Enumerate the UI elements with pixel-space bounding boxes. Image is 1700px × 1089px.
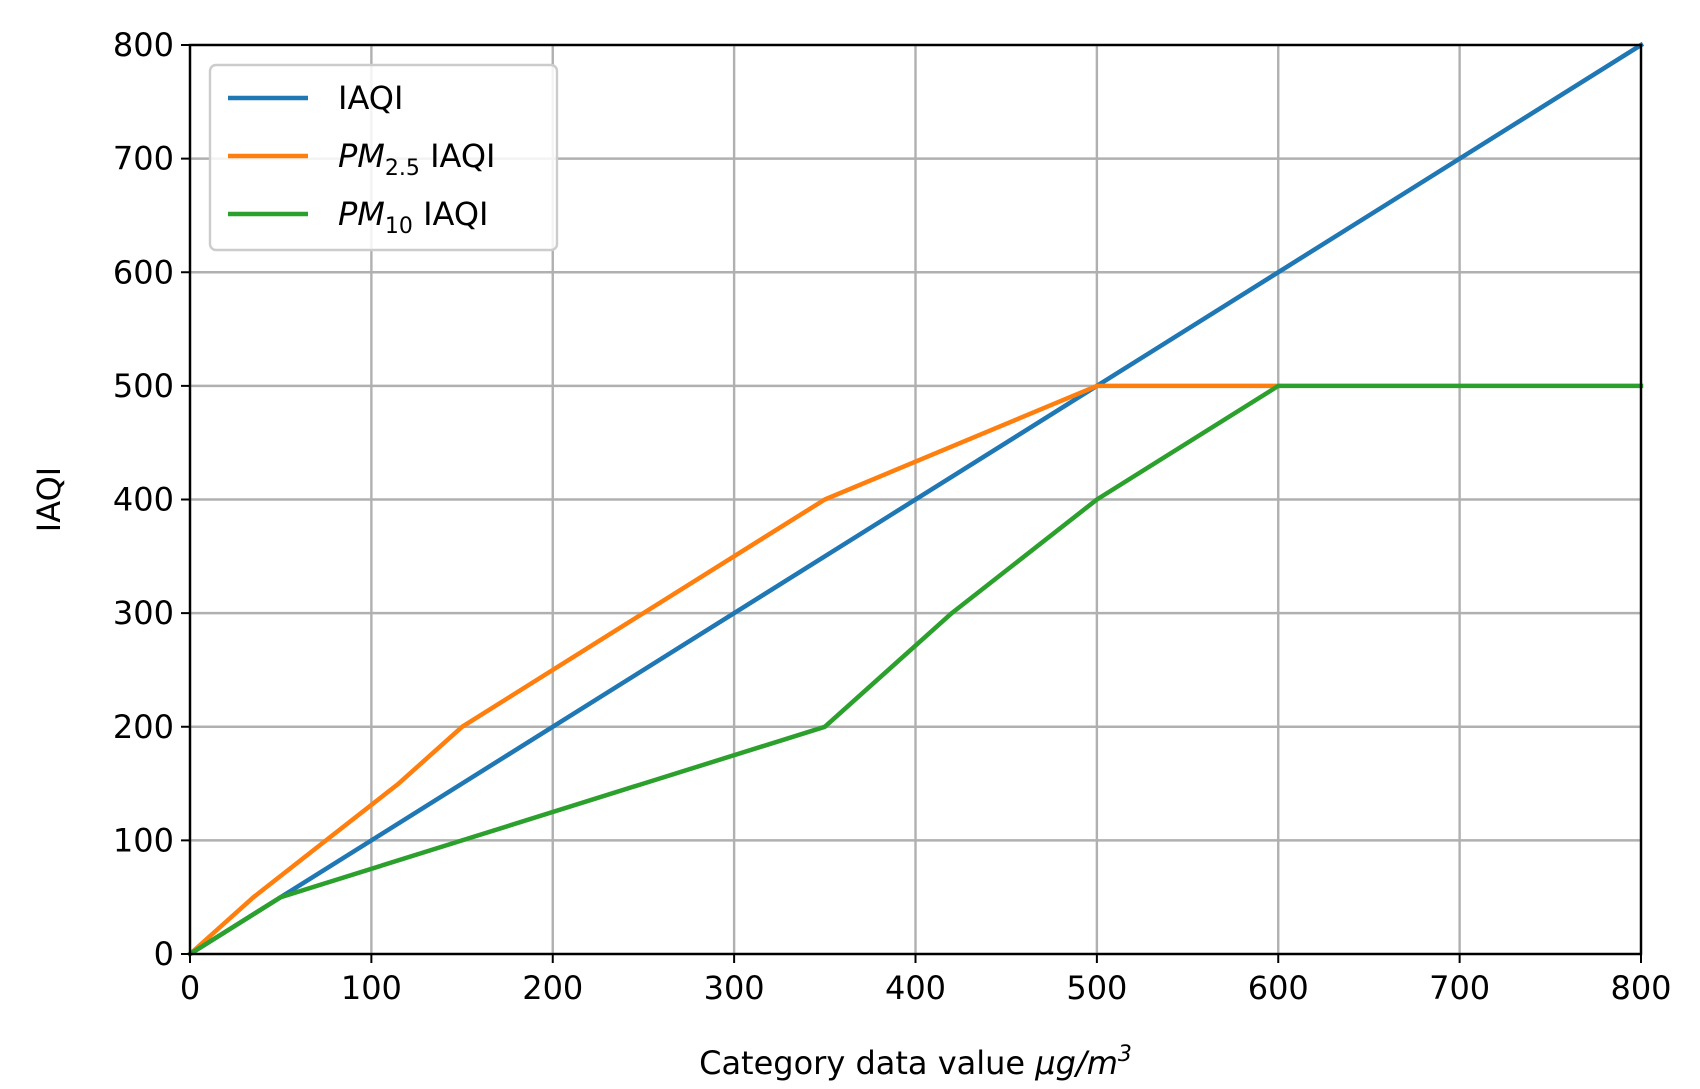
y-tick-label-2: 200 xyxy=(113,708,174,746)
series-line-0 xyxy=(186,41,1645,958)
legend-box xyxy=(208,63,559,252)
legend: IAQI PM2.5 IAQI PM10 IAQI xyxy=(208,63,559,252)
y-tick-label-6: 600 xyxy=(113,253,174,291)
axis-ticks: 0 100 200 300 400 500 600 700 800 0 100 200 300 400 50… xyxy=(113,26,1672,1007)
legend-label-2: PM10 IAQI xyxy=(338,195,488,239)
series-line-1 xyxy=(186,383,1281,958)
series-lines xyxy=(186,41,1645,958)
y-tick-label-8: 800 xyxy=(113,26,174,64)
y-tick-label-0: 0 xyxy=(154,935,174,973)
y-axis-label: IAQI xyxy=(30,467,68,532)
legend-label-0: IAQI xyxy=(338,79,403,117)
x-tick-label-5: 500 xyxy=(1066,969,1127,1007)
y-tick-label-4: 400 xyxy=(113,481,174,519)
x-tick-label-0: 0 xyxy=(180,969,200,1007)
y-tick-label-7: 700 xyxy=(113,140,174,178)
x-tick-label-7: 700 xyxy=(1429,969,1490,1007)
legend-label-1: PM2.5 IAQI xyxy=(338,137,495,181)
y-tick-label-5: 500 xyxy=(113,367,174,405)
series-line-2 xyxy=(186,383,1644,958)
x-tick-label-4: 400 xyxy=(885,969,946,1007)
x-tick-label-2: 200 xyxy=(522,969,583,1007)
x-tick-label-1: 100 xyxy=(341,969,402,1007)
y-tick-label-3: 300 xyxy=(113,594,174,632)
x-tick-label-8: 800 xyxy=(1610,969,1671,1007)
x-axis-label: Category data value μg/m3 xyxy=(699,1042,1132,1082)
y-tick-label-1: 100 xyxy=(113,821,174,859)
x-tick-label-6: 600 xyxy=(1248,969,1309,1007)
x-tick-label-3: 300 xyxy=(704,969,765,1007)
